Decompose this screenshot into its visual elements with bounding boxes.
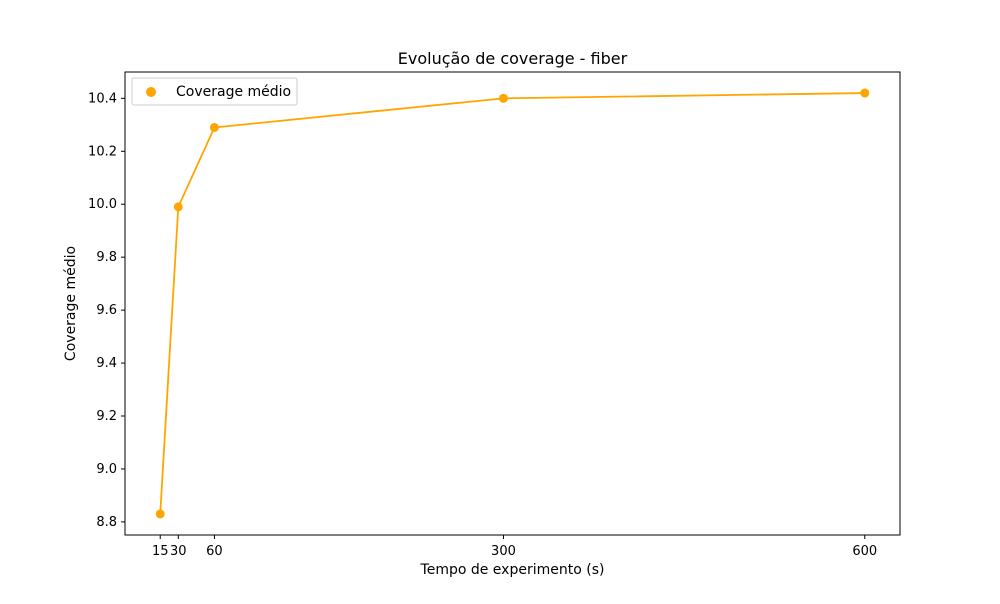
data-point xyxy=(209,122,219,132)
legend: Coverage médio xyxy=(131,77,298,106)
legend-marker xyxy=(146,87,156,97)
x-tick-label: 15 xyxy=(152,544,169,559)
data-point xyxy=(155,509,165,519)
x-tick-label: 30 xyxy=(170,544,187,559)
x-axis-label: Tempo de experimento (s) xyxy=(420,562,605,578)
y-tick-label: 9.8 xyxy=(96,250,117,265)
plot-area: 15 30 60 300 600 8.8 9.0 9.2 9.4 9.6 9.8 10.0 10.2 10… xyxy=(88,71,901,559)
y-axis-label: Coverage médio xyxy=(63,246,79,361)
y-tick-label: 9.4 xyxy=(96,356,117,371)
legend-label: Coverage médio xyxy=(176,84,291,100)
y-tick-label: 9.6 xyxy=(96,303,117,318)
data-point xyxy=(860,88,870,98)
x-tick-label: 60 xyxy=(206,544,223,559)
x-tick-label: 600 xyxy=(852,544,877,559)
y-tick-label: 10.2 xyxy=(88,144,117,159)
data-point xyxy=(173,202,183,212)
x-tick-label: 300 xyxy=(491,544,516,559)
y-tick-label: 9.0 xyxy=(96,462,117,477)
legend-box xyxy=(131,77,298,106)
plot-frame xyxy=(124,71,901,536)
chart-title: Evolução de coverage - fiber xyxy=(398,49,628,68)
y-tick-label: 10.0 xyxy=(88,197,117,212)
y-tick-label: 9.2 xyxy=(96,409,117,424)
data-point xyxy=(498,93,508,103)
y-tick-label: 10.4 xyxy=(88,91,117,106)
y-tick-label: 8.8 xyxy=(96,515,117,530)
